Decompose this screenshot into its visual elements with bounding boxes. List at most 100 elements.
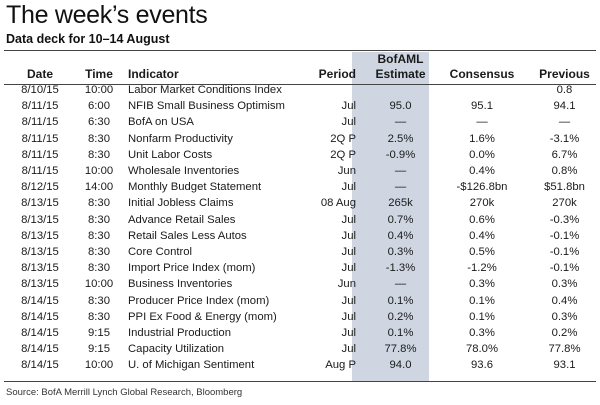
header-time: Time	[85, 67, 113, 81]
cell-consensus: 0.3%	[469, 326, 495, 339]
events-table: BofAML Date Time Indicator Period Estima…	[6, 52, 600, 373]
cell-date: 8/12/15	[21, 181, 59, 194]
cell-consensus: 0.1%	[469, 294, 495, 307]
cell-consensus: 270k	[469, 197, 495, 210]
header-date: Date	[26, 67, 53, 81]
cell-previous: 94.1	[553, 100, 576, 113]
cell-period: Jul	[341, 326, 356, 339]
header-divider	[4, 84, 596, 85]
table-header: BofAML Date Time Indicator Period Estima…	[6, 52, 600, 82]
cell-estimate: —	[394, 165, 407, 178]
cell-date: 8/13/15	[21, 245, 59, 258]
cell-estimate: —	[394, 116, 407, 129]
cell-estimate: 0.1%	[387, 326, 414, 339]
cell-period: Jul	[341, 262, 356, 275]
page-subtitle: Data deck for 10–14 August	[6, 32, 170, 46]
cell-period: Jun	[337, 165, 356, 178]
cell-date: 8/14/15	[21, 343, 59, 356]
cell-indicator: Monthly Budget Statement	[128, 181, 262, 194]
cell-estimate: 0.7%	[387, 213, 414, 226]
cell-period: Jul	[341, 310, 356, 323]
cell-time: 6:00	[88, 100, 110, 113]
cell-date: 8/11/15	[21, 116, 59, 129]
cell-previous: -0.1%	[549, 229, 580, 242]
cell-indicator: Nonfarm Productivity	[128, 132, 233, 145]
cell-time: 14:00	[84, 181, 114, 194]
cell-period: Jul	[341, 343, 356, 356]
bottom-divider	[4, 381, 596, 382]
cell-indicator: Retail Sales Less Autos	[128, 229, 247, 242]
cell-period: Jul	[341, 181, 356, 194]
cell-period: Jul	[341, 213, 356, 226]
cell-date: 8/13/15	[21, 197, 59, 210]
cell-date: 8/11/15	[21, 165, 59, 178]
table-row: 8/11/15 6:00 NFIB Small Business Optimism J…	[6, 98, 600, 114]
cell-consensus: —	[476, 116, 488, 129]
cell-previous: $51.8bn	[544, 181, 585, 194]
cell-period: Jul	[341, 229, 356, 242]
cell-indicator: BofA on USA	[128, 116, 194, 129]
cell-previous: 0.3%	[551, 310, 578, 323]
cell-previous: -0.1%	[549, 245, 580, 258]
cell-previous: 0.3%	[551, 278, 578, 291]
cell-estimate: 94.0	[389, 359, 412, 372]
cell-consensus: 0.4%	[469, 165, 495, 178]
table-row: 8/13/15 8:30 Initial Jobless Claims 08 Aug 2…	[6, 195, 600, 211]
cell-date: 8/14/15	[21, 294, 59, 307]
cell-previous: 0.8	[556, 84, 573, 97]
cell-estimate: 0.2%	[387, 310, 414, 323]
table-row: 8/13/15 8:30 Import Price Index (mom) Jul -1…	[6, 260, 600, 276]
table-row: 8/14/15 9:15 Capacity Utilization Jul 77.8% 7…	[6, 341, 600, 357]
cell-indicator: Labor Market Conditions Index	[128, 84, 282, 97]
cell-indicator: Industrial Production	[128, 326, 231, 339]
cell-date: 8/14/15	[21, 326, 59, 339]
cell-estimate: 0.3%	[387, 245, 414, 258]
cell-date: 8/13/15	[21, 262, 59, 275]
cell-date: 8/11/15	[21, 148, 59, 161]
cell-estimate: 2.5%	[387, 132, 414, 145]
cell-time: 8:30	[88, 132, 110, 145]
cell-time: 6:30	[88, 116, 110, 129]
cell-previous: 6.7%	[551, 148, 578, 161]
cell-consensus: 0.0%	[469, 148, 495, 161]
cell-time: 10:00	[84, 278, 114, 291]
cell-time: 8:30	[88, 310, 110, 323]
cell-consensus: 0.3%	[469, 278, 495, 291]
cell-period: Aug P	[325, 359, 356, 372]
cell-indicator: Capacity Utilization	[128, 343, 225, 356]
cell-period: 2Q P	[330, 132, 356, 145]
cell-previous: 0.2%	[551, 326, 578, 339]
page-title: The week’s events	[6, 1, 208, 29]
cell-indicator: Business Inventories	[128, 278, 233, 291]
cell-date: 8/13/15	[21, 229, 59, 242]
cell-previous: 0.8%	[551, 165, 578, 178]
header-estimate: Estimate	[375, 67, 426, 81]
cell-estimate: -1.3%	[385, 262, 416, 275]
cell-date: 8/14/15	[21, 310, 59, 323]
cell-estimate: 77.8%	[384, 343, 417, 356]
cell-period: Jul	[341, 294, 356, 307]
cell-date: 8/13/15	[21, 278, 59, 291]
table-row: 8/11/15 8:30 Unit Labor Costs 2Q P -0.9% 0.0%…	[6, 147, 600, 163]
table-row: 8/13/15 8:30 Retail Sales Less Autos Jul 0.4…	[6, 228, 600, 244]
top-divider	[4, 50, 596, 51]
cell-consensus: -$126.8bn	[456, 181, 508, 194]
table-row: 8/14/15 10:00 U. of Michigan Sentiment Aug …	[6, 357, 600, 373]
cell-estimate: 265k	[388, 197, 413, 210]
table-row: 8/11/15 8:30 Nonfarm Productivity 2Q P 2.5% 1…	[6, 131, 600, 147]
cell-period: 2Q P	[330, 148, 356, 161]
cell-estimate: 0.4%	[387, 229, 414, 242]
cell-time: 8:30	[88, 262, 110, 275]
cell-consensus: 95.1	[471, 100, 493, 113]
cell-time: 9:15	[88, 326, 110, 339]
cell-estimate: —	[394, 181, 407, 194]
cell-period: 08 Aug	[320, 197, 356, 210]
cell-estimate: —	[394, 278, 407, 291]
cell-time: 8:30	[88, 213, 110, 226]
header-indicator: Indicator	[128, 67, 179, 81]
cell-indicator: Producer Price Index (mom)	[128, 294, 270, 307]
table-row: 8/13/15 10:00 Business Inventories Jun — 0.3%…	[6, 276, 600, 292]
cell-date: 8/10/15	[21, 84, 59, 97]
cell-estimate: -0.9%	[385, 148, 416, 161]
header-period: Period	[318, 67, 356, 81]
